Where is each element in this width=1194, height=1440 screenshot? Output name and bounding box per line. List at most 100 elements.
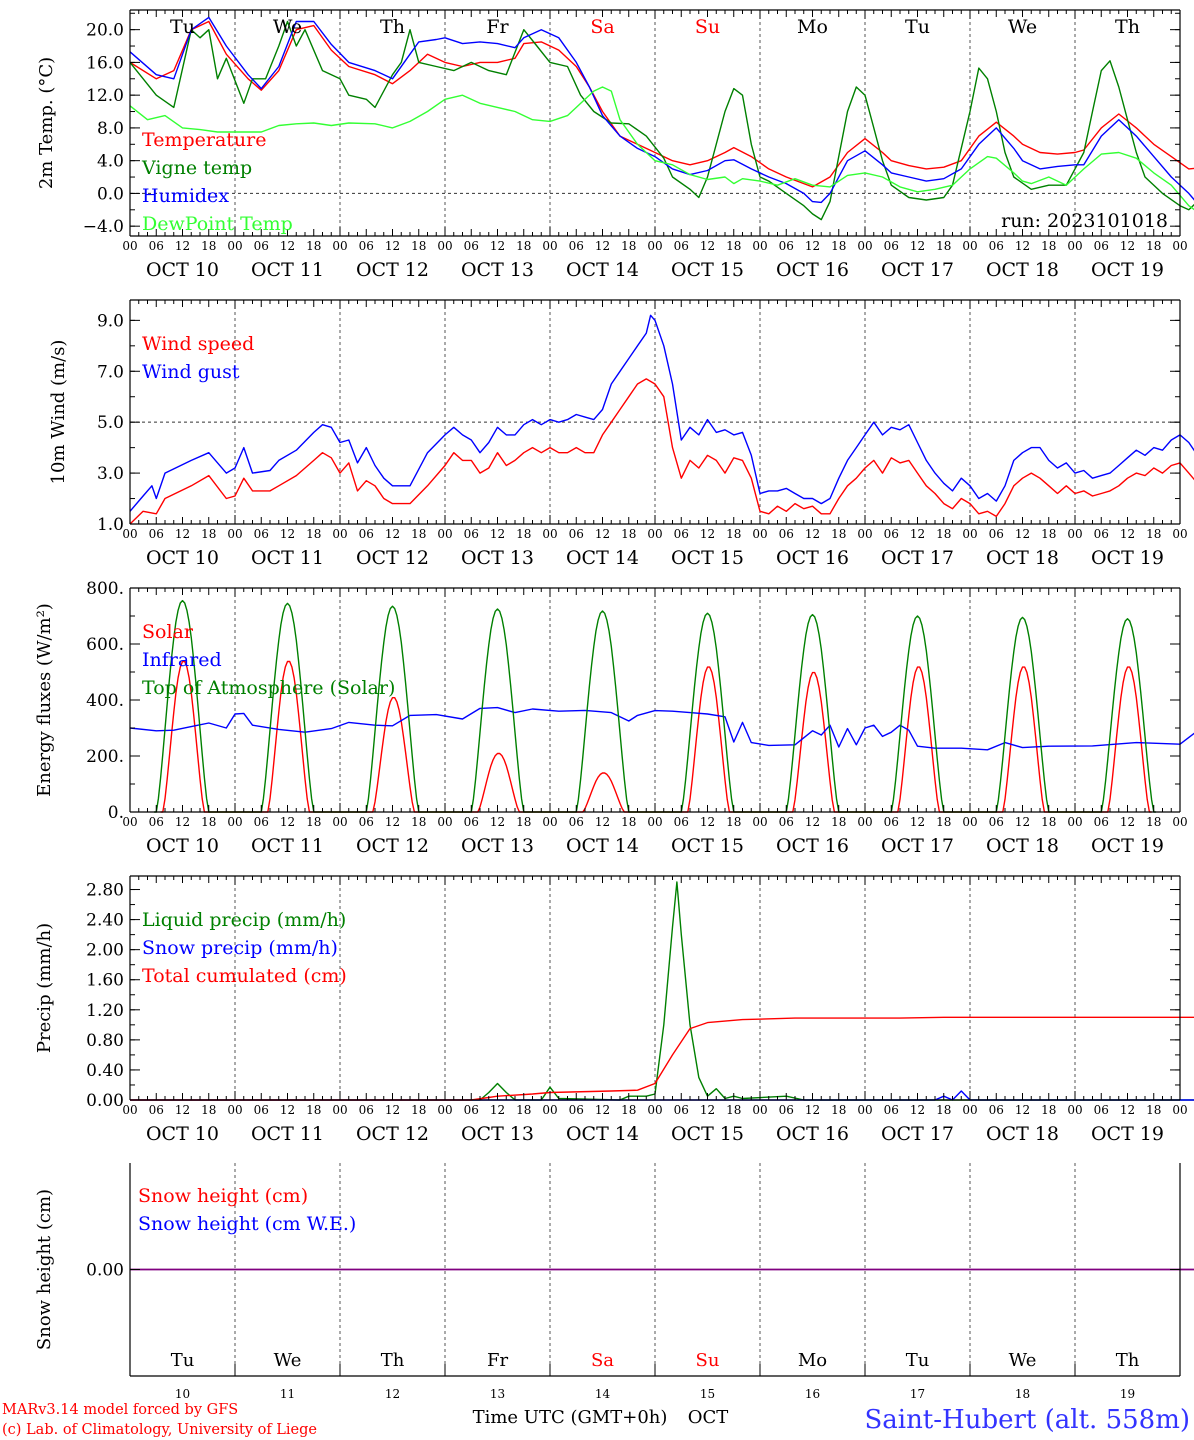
panel-precip-date-label: OCT 15	[671, 1123, 744, 1145]
panel-energy-hour-label: 00	[962, 815, 977, 829]
panel-wind-date-label: OCT 10	[146, 547, 219, 569]
day-number-label: 12	[385, 1387, 400, 1401]
panel-precip-hour-label: 06	[779, 1103, 794, 1117]
weekday-label-bottom: Tu	[906, 1350, 930, 1371]
panel-wind-hour-label: 18	[201, 527, 216, 541]
panel-temp-series-3	[129, 86, 1194, 211]
panel-wind-hour-label: 00	[857, 527, 872, 541]
panel-temp-date-label: OCT 17	[881, 259, 954, 281]
panel-energy-hour-label: 12	[385, 815, 400, 829]
panel-wind-hour-label: 00	[437, 527, 452, 541]
panel-precip-legend-1: Snow precip (mm/h)	[142, 937, 338, 959]
panel-precip-hour-label: 12	[1120, 1103, 1135, 1117]
panel-precip-hour-label: 12	[280, 1103, 295, 1117]
panel-temp-hour-label: 00	[332, 239, 347, 253]
panel-temp-ytick-label: −4.0	[83, 217, 124, 237]
panel-wind-hour-label: 12	[700, 527, 715, 541]
panel-wind-hour-label: 00	[542, 527, 557, 541]
day-number-label: 11	[280, 1387, 295, 1401]
day-number-label: 13	[490, 1387, 505, 1401]
day-number-label: 10	[175, 1387, 190, 1401]
weekday-label-bottom: Fr	[487, 1350, 508, 1371]
panel-temp-hour-label: 12	[385, 239, 400, 253]
panel-temp-date-label: OCT 16	[776, 259, 849, 281]
panel-energy-date-label: OCT 15	[671, 835, 744, 857]
panel-wind-hour-label: 12	[385, 527, 400, 541]
grid-layer	[130, 10, 1180, 1376]
panel-wind-hour-label: 00	[332, 527, 347, 541]
panel-energy-hour-label: 06	[1094, 815, 1109, 829]
panel-wind-hour-label: 18	[726, 527, 741, 541]
panel-precip-hour-label: 00	[542, 1103, 557, 1117]
panel-energy-hour-label: 00	[227, 815, 242, 829]
panel-temp-hour-label: 06	[1094, 239, 1109, 253]
weekday-label-top: Tu	[905, 16, 930, 38]
panel-temp-hour-label: 12	[175, 239, 190, 253]
panel-precip-hour-label: 06	[254, 1103, 269, 1117]
panel-precip-hour-label: 06	[359, 1103, 374, 1117]
weekday-label-top: Mo	[797, 16, 828, 38]
panel-energy-hour-label: 18	[936, 815, 951, 829]
panel-precip-ylabel: Precip (mm/h)	[34, 923, 55, 1053]
panel-wind-date-label: OCT 13	[461, 547, 534, 569]
panel-wind-hour-label: 12	[1120, 527, 1135, 541]
panel-temp-series-0	[129, 20, 1194, 188]
panel-precip-hour-label: 12	[385, 1103, 400, 1117]
panel-energy-hour-label: 12	[1015, 815, 1030, 829]
panel-temp-ytick-label: 4.0	[97, 152, 124, 172]
panel-wind-hour-label: 18	[831, 527, 846, 541]
panel-energy-date-label: OCT 18	[986, 835, 1059, 857]
panel-energy-date-label: OCT 10	[146, 835, 219, 857]
panel-precip-hour-label: 18	[726, 1103, 741, 1117]
panel-temp-ylabel: 2m Temp. (°C)	[36, 57, 57, 189]
panel-energy-hour-label: 06	[674, 815, 689, 829]
panel-energy-hour-label: 00	[857, 815, 872, 829]
panel-wind-hour-label: 12	[910, 527, 925, 541]
panel-temp-hour-label: 18	[516, 239, 531, 253]
panel-wind-hour-label: 18	[411, 527, 426, 541]
panel-temp-hour-label: 00	[1067, 239, 1082, 253]
panel-energy-hour-label: 00	[1067, 815, 1082, 829]
panel-precip-date-label: OCT 19	[1091, 1123, 1164, 1145]
panel-precip-date-label: OCT 11	[251, 1123, 324, 1145]
panel-precip-hour-label: 12	[490, 1103, 505, 1117]
panel-energy-hour-label: 12	[805, 815, 820, 829]
panel-energy-date-label: OCT 19	[1091, 835, 1164, 857]
weekday-label-top: Fr	[486, 16, 509, 38]
panel-energy-ytick-label: 800.	[86, 579, 124, 599]
panel-wind-hour-label: 18	[1041, 527, 1056, 541]
panel-temp-ytick-label: 20.0	[86, 21, 124, 41]
panel-temp-date-label: OCT 18	[986, 259, 1059, 281]
panel-temp-ytick-label: 0.0	[97, 184, 124, 204]
panel-energy-hour-label: 06	[359, 815, 374, 829]
panel-wind-date-label: OCT 18	[986, 547, 1059, 569]
panel-temp-hour-label: 18	[726, 239, 741, 253]
panel-wind-hour-label: 00	[962, 527, 977, 541]
weekday-label-top: Th	[380, 16, 405, 38]
station-label: Saint-Hubert (alt. 558m)	[864, 1405, 1190, 1435]
model-credit-line1: MARv3.14 model forced by GFS	[2, 1402, 238, 1418]
panel-temp-hour-label: 00	[857, 239, 872, 253]
panel-temp-hour-label: 18	[1041, 239, 1056, 253]
panel-temp-hour-label: 18	[621, 239, 636, 253]
panel-temp-hour-label: 06	[464, 239, 479, 253]
panel-wind-ylabel: 10m Wind (m/s)	[48, 340, 69, 485]
panel-precip-hour-label: 12	[1015, 1103, 1030, 1117]
panel-energy-ylabel: Energy fluxes (W/m²)	[34, 603, 55, 797]
weekday-label-bottom: Th	[381, 1350, 405, 1371]
panel-energy-hour-label: 00	[332, 815, 347, 829]
panel-energy-hour-label: 00	[647, 815, 662, 829]
panel-precip-date-label: OCT 12	[356, 1123, 429, 1145]
panel-wind-hour-label: 18	[306, 527, 321, 541]
panel-temp-date-label: OCT 12	[356, 259, 429, 281]
weekday-label-top: Th	[1115, 16, 1140, 38]
weekday-label-top: Tu	[170, 16, 195, 38]
panel-energy-ytick-label: 200.	[86, 747, 124, 767]
run-label: run: 2023101018	[1001, 210, 1168, 232]
panel-temp-hour-label: 12	[1120, 239, 1135, 253]
panel-precip-hour-label: 12	[175, 1103, 190, 1117]
panel-wind-hour-label: 06	[779, 527, 794, 541]
panel-energy-hour-label: 00	[752, 815, 767, 829]
panel-precip-hour-label: 00	[1172, 1103, 1187, 1117]
weekday-label-bottom: Tu	[171, 1350, 195, 1371]
